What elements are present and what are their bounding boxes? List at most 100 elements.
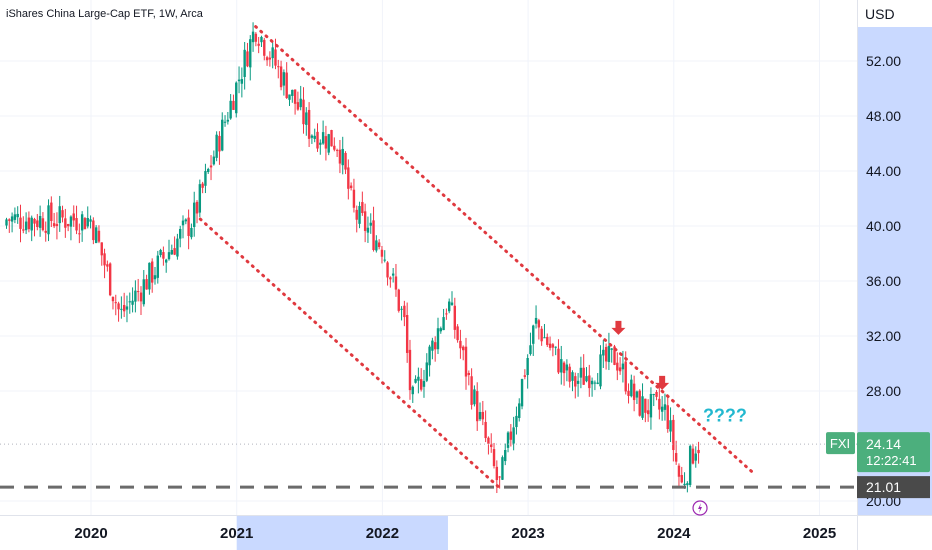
candle-body [108,263,112,296]
candle-body [223,121,227,123]
candle-body [501,457,504,480]
candle-body [72,213,75,221]
candle-body [428,346,431,366]
candle-body [537,320,541,328]
candle-body [131,300,134,305]
candle-body [257,43,260,46]
candle-body [464,346,468,377]
candle-body [148,262,151,290]
candle-body [638,390,641,416]
candle-body [391,273,395,276]
candle-body [47,205,50,235]
candle-body [697,449,700,454]
candle-body [209,165,213,168]
candle-body [97,230,101,242]
y-tick-label: 52.00 [866,53,901,69]
candle-body [571,372,574,381]
candle-body [431,340,434,351]
candle-body [319,142,322,145]
candle-body [282,72,286,86]
candle-body [445,313,448,315]
candle-body [534,317,538,324]
candle-body [683,483,686,486]
candle-body [686,483,689,486]
candle-body [646,410,650,415]
candle-body [66,223,70,227]
candle-body [658,398,661,410]
candle-body [167,252,171,260]
candle-body [506,432,510,448]
candle-body [574,376,577,387]
candle-body [235,82,238,114]
candle-body [436,328,440,350]
candle-body [24,221,28,231]
candle-body [285,72,288,99]
candle-body [604,346,608,362]
last-price-label [857,432,930,473]
candle-body [78,233,81,235]
candle-body [579,367,583,378]
candle-body [672,419,675,451]
candle-body [324,136,328,149]
candle-body [442,317,445,331]
candle-body [456,326,459,341]
candle-body [372,220,375,250]
candle-body [582,367,585,385]
candle-body [156,255,159,278]
candle-body [666,405,669,430]
candle-body [58,206,61,224]
candle-body [366,227,370,233]
candle-body [229,100,232,119]
candle-body [75,218,78,231]
candle-body [260,36,263,43]
candle-body [408,349,412,391]
candle-body [523,375,527,377]
candle-body [588,375,591,389]
candle-body [243,49,246,77]
candle-body [543,337,546,339]
candle-body [27,217,31,230]
channel-upper-line [254,25,756,475]
candle-body [613,346,616,365]
candle-body [240,79,244,84]
candle-body [288,94,291,100]
candle-body [61,210,64,218]
down-arrow-icon [655,375,670,390]
candle-body [621,363,625,370]
candle-body [215,134,218,158]
candle-body [44,230,47,233]
candle-body [557,348,560,373]
candle-body [383,259,386,261]
support-price-label [857,476,930,499]
candle-body [363,211,367,231]
candle-body [187,217,190,236]
candle-body [52,223,56,227]
candle-body [249,39,252,68]
candle-body [509,431,513,440]
candle-body [470,376,473,405]
candle-body [271,47,274,59]
candle-body [641,396,644,418]
candle-body [532,325,535,344]
candle-body [529,345,532,355]
candle-body [632,383,636,401]
candle-body [251,31,255,43]
candle-body [226,119,230,122]
candle-body [181,220,185,226]
candle-body [515,415,518,428]
candle-body [560,359,563,373]
candle-body [316,131,319,149]
candle-body [218,135,221,152]
candle-body [369,222,372,226]
candle-body [688,446,692,485]
candle-body [162,252,165,259]
candle-body [5,219,8,226]
candle-body [481,411,485,420]
candle-body [176,238,179,257]
candle-body [159,249,162,256]
y-tick-label: 44.00 [866,163,901,179]
y-tick-label: 32.00 [866,328,901,344]
candle-body [551,344,555,348]
candle-body [246,51,249,67]
candle-body [593,382,597,384]
